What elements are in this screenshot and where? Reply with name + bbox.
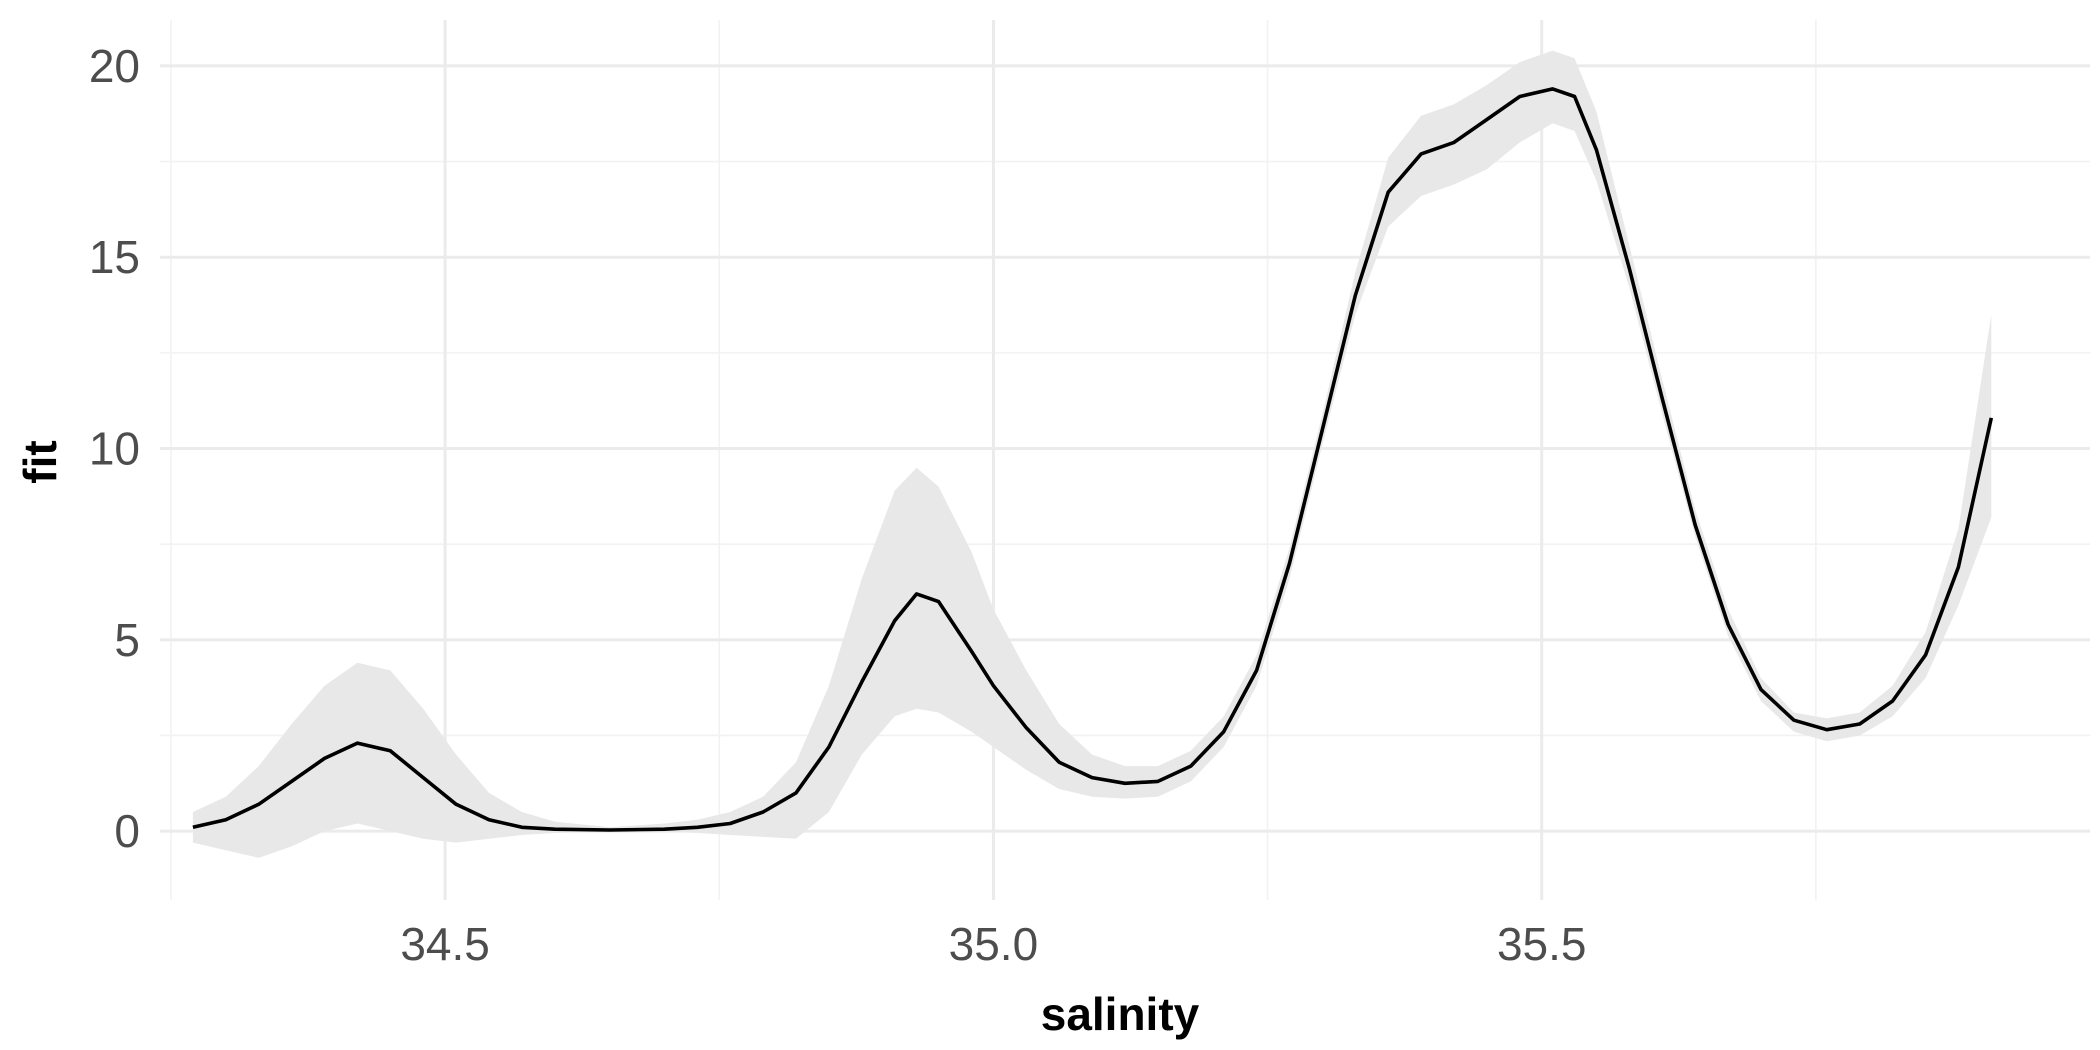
y-axis-ticks: 0 5 10 15 20 <box>89 40 140 857</box>
y-tick-label: 0 <box>114 805 140 857</box>
confidence-ribbon <box>192 50 1992 858</box>
y-tick-label: 5 <box>114 614 140 666</box>
fit-line <box>192 87 1994 832</box>
x-tick-label: 35.5 <box>1497 918 1587 970</box>
y-tick-label: 10 <box>89 423 140 475</box>
x-axis-ticks: 34.5 35.0 35.5 <box>400 918 1586 970</box>
fit-line-layer <box>192 87 1994 832</box>
y-tick-label: 20 <box>89 40 140 92</box>
y-axis-title: fit <box>14 440 66 483</box>
x-axis-title: salinity <box>1041 988 1200 1040</box>
y-tick-label: 15 <box>89 231 140 283</box>
x-tick-label: 34.5 <box>400 918 490 970</box>
confidence-ribbon-layer <box>192 50 1992 858</box>
x-tick-label: 35.0 <box>949 918 1039 970</box>
